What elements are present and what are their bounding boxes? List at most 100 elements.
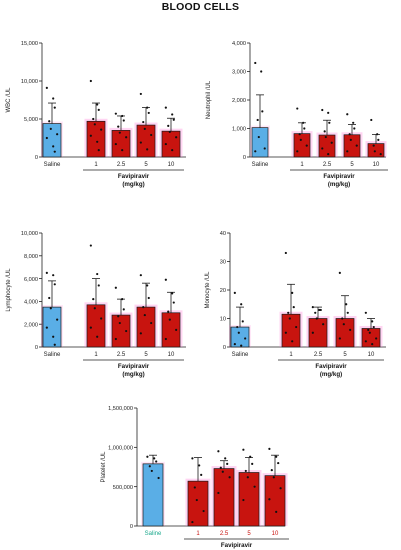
wbc-data-point: [93, 123, 96, 126]
monocyte-data-point: [342, 323, 345, 326]
lymphocyte-data-point: [150, 321, 153, 325]
wbc-data-point: [52, 97, 55, 100]
platelet-data-point: [270, 469, 273, 472]
platelet-ytick-label: 1,000,000: [108, 446, 133, 452]
neutrophil-data-point: [260, 70, 263, 73]
wbc-ytick-label: 15,000: [21, 41, 38, 47]
wbc-bar-5: [136, 124, 156, 158]
wbc-data-point: [53, 106, 56, 109]
neutrophil-data-point: [303, 127, 306, 130]
wbc-data-point: [89, 134, 92, 137]
neutrophil-data-point: [355, 144, 358, 147]
platelet-bar-2.5: [213, 468, 235, 527]
wbc-data-point: [142, 120, 145, 124]
lymphocyte-data-point: [121, 298, 124, 301]
lymphocyte-data-point: [118, 321, 121, 325]
monocyte-data-point: [364, 311, 367, 314]
wbc-data-point: [121, 114, 124, 118]
neutrophil-bar-saline: [251, 127, 269, 158]
platelet-data-point: [155, 460, 158, 463]
lymphocyte-data-point: [97, 284, 100, 287]
neutrophil-data-point: [256, 118, 259, 122]
wbc-xtick-label: 2.5: [117, 162, 126, 168]
lymphocyte-data-point: [114, 337, 117, 341]
platelet-bar-5: [238, 472, 260, 527]
monocyte-data-point: [288, 317, 291, 320]
monocyte-data-point: [295, 325, 298, 329]
platelet-ylabel: Platelet /UL: [101, 451, 107, 483]
platelet-data-point: [217, 450, 220, 453]
monocyte-ytick-label: 30: [220, 260, 226, 266]
monocyte-data-point: [233, 343, 236, 346]
lymphocyte-bar-2.5: [111, 314, 131, 348]
monocyte-data-point: [314, 311, 317, 314]
wbc-data-point: [122, 119, 125, 122]
wbc-data-point: [56, 133, 59, 136]
wbc-data-point: [175, 136, 178, 139]
wbc-data-point: [139, 141, 142, 144]
platelet-data-point: [272, 476, 275, 479]
wbc-group-unit: (mg/kg): [122, 181, 144, 188]
lymphocyte-data-point: [171, 292, 174, 295]
monocyte-data-point: [311, 331, 314, 334]
platelet-bar-saline: [142, 463, 164, 527]
lymphocyte-bar-5: [136, 306, 156, 348]
neutrophil-xtick-label: 2.5: [323, 162, 332, 168]
platelet-data-point: [275, 510, 278, 513]
platelet-group-label: Favipiravir: [221, 542, 253, 549]
lymphocyte-ytick-label: 4,000: [24, 300, 38, 306]
lymphocyte-ytick-label: 10,000: [21, 231, 38, 237]
lymphocyte-data-point: [52, 274, 55, 277]
lymphocyte-panel: 0 2,000 4,000 6,000 8,000 10,000 Lymphocyte /U…: [6, 231, 186, 378]
monocyte-group-unit: (mg/kg): [320, 371, 342, 378]
platelet-panel: 0 500,000 1,000,000 1,500,000 Platelet /UL Sa…: [101, 406, 289, 549]
platelet-data-point: [268, 447, 271, 451]
monocyte-data-point: [371, 343, 374, 346]
wbc-data-point: [147, 111, 150, 115]
lymphocyte-ytick-label: 2,000: [24, 322, 38, 328]
lymphocyte-data-point: [122, 308, 125, 311]
lymphocyte-data-point: [92, 298, 95, 301]
neutrophil-data-point: [296, 107, 299, 110]
platelet-xtick-label: 1: [196, 531, 200, 537]
lymphocyte-data-point: [52, 335, 55, 338]
wbc-data-point: [114, 142, 117, 146]
monocyte-data-point: [291, 340, 294, 343]
lymphocyte-data-point: [96, 335, 99, 338]
platelet-data-point: [157, 476, 160, 480]
monocyte-data-point: [315, 317, 318, 320]
lymphocyte-data-point: [89, 244, 92, 247]
lymphocyte-data-point: [49, 307, 52, 310]
platelet-data-point: [224, 457, 227, 460]
platelet-data-point: [277, 461, 280, 465]
lymphocyte-xtick-label: 10: [168, 352, 175, 358]
wbc-ytick-label: 0: [35, 155, 38, 161]
neutrophil-ytick-label: 3,000: [232, 70, 246, 76]
platelet-data-point: [244, 469, 247, 473]
platelet-data-point: [217, 491, 220, 495]
monocyte-data-point: [364, 340, 367, 343]
platelet-data-point: [242, 448, 245, 451]
wbc-data-point: [96, 140, 99, 143]
monocyte-data-point: [233, 291, 236, 294]
neutrophil-data-point: [372, 144, 375, 147]
monocyte-data-point: [372, 325, 375, 329]
monocyte-data-point: [319, 308, 322, 312]
neutrophil-data-point: [346, 150, 349, 153]
lymphocyte-data-point: [172, 301, 175, 304]
neutrophil-data-point: [328, 121, 331, 124]
platelet-data-point: [195, 498, 198, 502]
lymphocyte-group-unit: (mg/kg): [122, 371, 144, 378]
platelet-data-point: [193, 486, 196, 489]
lymphocyte-data-point: [175, 328, 178, 331]
lymphocyte-xtick-label: 1: [94, 352, 98, 358]
neutrophil-bar-2.5: [318, 134, 336, 158]
platelet-data-point: [253, 485, 256, 488]
neutrophil-data-point: [352, 121, 355, 124]
neutrophil-xtick-label: 10: [373, 162, 380, 168]
platelet-bar-10: [264, 475, 286, 527]
wbc-data-point: [48, 120, 51, 123]
monocyte-data-point: [318, 308, 321, 312]
neutrophil-panel: 0 1,000 2,000 3,000 4,000 Neutrophil /UL Salin…: [206, 41, 388, 188]
wbc-data-point: [97, 108, 100, 111]
